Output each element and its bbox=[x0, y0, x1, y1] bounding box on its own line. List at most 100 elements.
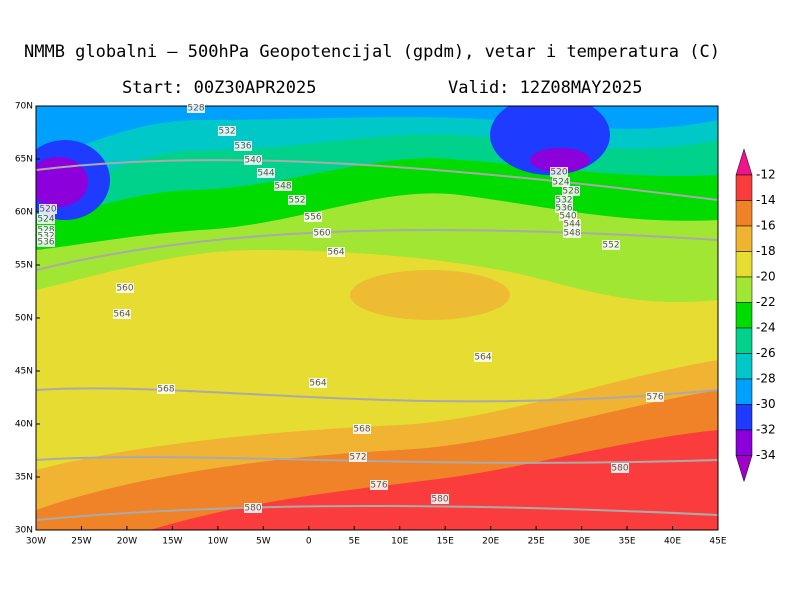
contour-label-bg bbox=[304, 212, 322, 222]
contour-label: 528 bbox=[187, 104, 204, 114]
contour-label-bg bbox=[474, 352, 492, 362]
lat-label: 60N bbox=[15, 208, 33, 218]
contour-label: 532 bbox=[37, 232, 54, 242]
contour-label-bg bbox=[563, 219, 581, 229]
colorbar-cell bbox=[735, 302, 753, 329]
contour-label-bg bbox=[218, 126, 236, 136]
colorbar-label: -16 bbox=[756, 219, 776, 233]
contour-label: 576 bbox=[646, 393, 663, 403]
colorbar-arrow bbox=[735, 148, 753, 176]
contour-label: 548 bbox=[563, 229, 580, 239]
contour-label: 528 bbox=[37, 226, 54, 236]
contour-label-bg bbox=[244, 503, 262, 513]
lon-label: 15W bbox=[162, 537, 182, 547]
lon-label: 10E bbox=[391, 537, 408, 547]
contour-label: 580 bbox=[431, 495, 448, 505]
lon-label: 25W bbox=[71, 537, 91, 547]
contour-label: 564 bbox=[309, 379, 326, 389]
contour-label-bg bbox=[552, 177, 570, 187]
contour-label-bg bbox=[37, 214, 55, 224]
contour-label-bg bbox=[244, 155, 262, 165]
lon-label: 35E bbox=[618, 537, 635, 547]
lon-label: 0 bbox=[306, 537, 312, 547]
colorbar-label: -34 bbox=[756, 448, 776, 462]
contour-label: 568 bbox=[353, 425, 370, 435]
contour-label-bg bbox=[113, 309, 131, 319]
lon-label: 10W bbox=[208, 537, 228, 547]
contour-label-bg bbox=[37, 237, 55, 247]
colorbar-cell bbox=[735, 378, 753, 405]
lon-label: 30E bbox=[573, 537, 590, 547]
lat-label: 30N bbox=[15, 526, 33, 536]
contour-label-bg bbox=[116, 283, 134, 293]
contour-label: 532 bbox=[555, 196, 572, 206]
lon-label: 30W bbox=[26, 537, 46, 547]
contour-label-bg bbox=[37, 225, 55, 235]
lon-label: 5W bbox=[256, 537, 271, 547]
contour-label-bg bbox=[187, 103, 205, 113]
colorbar-label: -32 bbox=[756, 423, 776, 437]
contour-label-bg bbox=[646, 392, 664, 402]
contour-label: 560 bbox=[116, 284, 133, 294]
contour-label-bg bbox=[327, 247, 345, 257]
temperature-field bbox=[36, 106, 718, 530]
contour-label-bg bbox=[602, 240, 620, 250]
colorbar-label: -14 bbox=[756, 193, 776, 207]
contour-label: 552 bbox=[602, 241, 619, 251]
colorbar-label: -24 bbox=[756, 321, 776, 335]
contour-label-bg bbox=[555, 195, 573, 205]
contour-label: 568 bbox=[157, 385, 174, 395]
contour-label-bg bbox=[288, 195, 306, 205]
contour-label-bg bbox=[349, 452, 367, 462]
title: NMMB globalni – 500hPa Geopotencijal (gp… bbox=[24, 42, 720, 62]
colorbar-label: -28 bbox=[756, 372, 776, 386]
contour-label: 524 bbox=[552, 178, 569, 188]
contour-label: 556 bbox=[304, 213, 321, 223]
colorbar-cell bbox=[735, 200, 753, 227]
colorbar-label: -30 bbox=[756, 397, 776, 411]
lon-label: 20W bbox=[117, 537, 137, 547]
contour-label-bg bbox=[257, 168, 275, 178]
contour-label: 540 bbox=[559, 212, 576, 222]
contour-label-bg bbox=[611, 463, 629, 473]
colorbar-cell bbox=[735, 225, 753, 252]
colorbar-label: -26 bbox=[756, 346, 776, 360]
colorbar-cell bbox=[735, 404, 753, 431]
contour-label: 540 bbox=[244, 156, 261, 166]
contour-label: 544 bbox=[563, 220, 580, 230]
lat-label: 45N bbox=[15, 367, 33, 377]
colorbar-cell bbox=[735, 276, 753, 303]
contour-label-bg bbox=[234, 141, 252, 151]
colorbar-cell bbox=[735, 174, 753, 201]
colorbar-label: -22 bbox=[756, 295, 776, 309]
contour-label-bg bbox=[431, 494, 449, 504]
contour-label-bg bbox=[559, 211, 577, 221]
lon-label: 40E bbox=[664, 537, 681, 547]
contour-label: 564 bbox=[474, 353, 491, 363]
lon-label: 5E bbox=[349, 537, 361, 547]
contour-label-bg bbox=[274, 181, 292, 191]
contour-label: 560 bbox=[313, 229, 330, 239]
colorbar-cell bbox=[735, 429, 753, 456]
colorbar-label: -18 bbox=[756, 244, 776, 258]
colorbar-cell bbox=[735, 353, 753, 380]
contour-label: 552 bbox=[288, 196, 305, 206]
lat-label: 50N bbox=[15, 314, 33, 324]
contour-label-bg bbox=[157, 384, 175, 394]
contour-label: 532 bbox=[218, 127, 235, 137]
lon-label: 20E bbox=[482, 537, 499, 547]
contour-label: 544 bbox=[257, 169, 274, 179]
contour-label: 536 bbox=[555, 204, 572, 214]
lat-label: 55N bbox=[15, 261, 33, 271]
contour-label: 576 bbox=[370, 481, 387, 491]
contour-label: 572 bbox=[349, 453, 366, 463]
contour-label: 580 bbox=[611, 464, 628, 474]
contour-label-bg bbox=[370, 480, 388, 490]
contour-label: 520 bbox=[39, 205, 56, 215]
contour-label-bg bbox=[562, 186, 580, 196]
contour-label: 548 bbox=[274, 182, 291, 192]
contour-label: 564 bbox=[113, 310, 130, 320]
contour-label: 536 bbox=[37, 238, 54, 248]
contour-label-bg bbox=[555, 203, 573, 213]
